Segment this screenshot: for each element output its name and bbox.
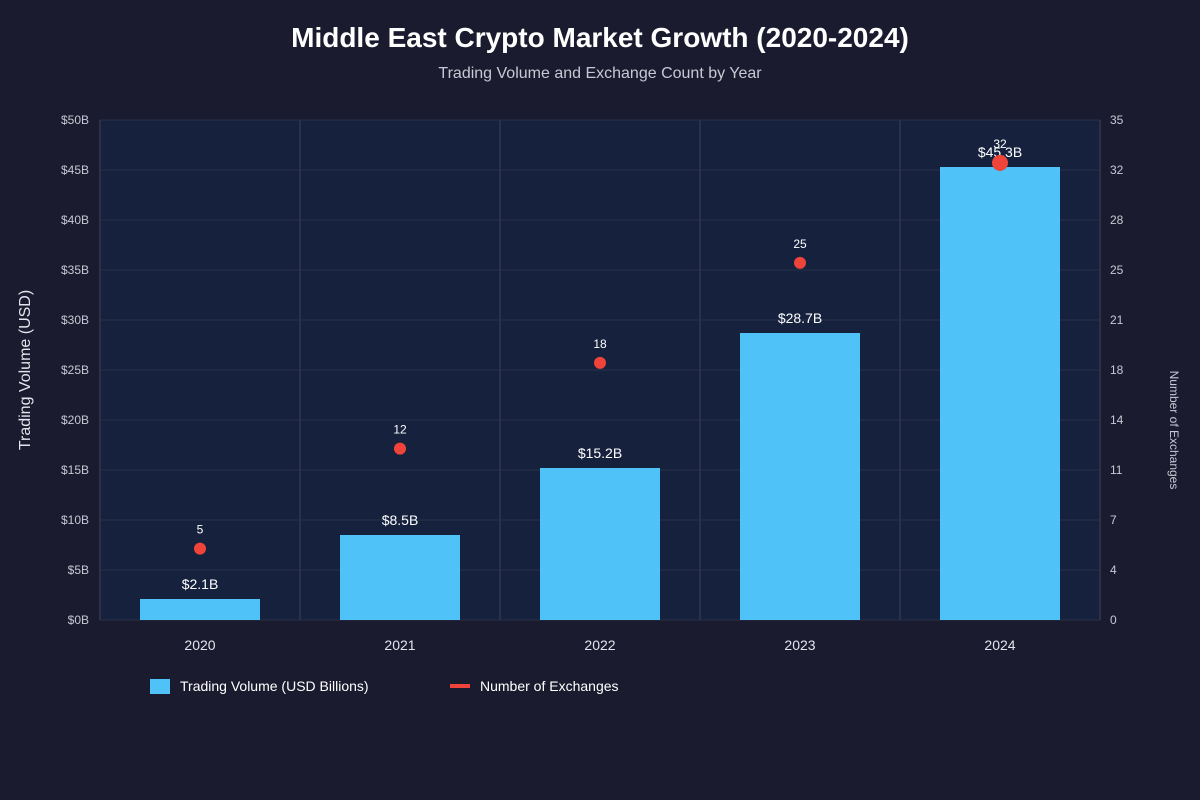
legend-item-volume: Trading Volume (USD Billions) [150,678,369,694]
y-tick-label: $5B [68,563,89,577]
y2-tick-label: 7 [1110,513,1117,527]
legend-swatch-exchanges [450,684,470,688]
x-tick-label: 2021 [384,637,415,653]
y-tick-label: $25B [61,363,89,377]
bar-label-2021: $8.5B [382,512,419,528]
y2-tick-label: 21 [1110,313,1124,327]
y2-tick-label: 11 [1110,463,1123,477]
bar-2024 [940,167,1060,620]
exchange-point-2024 [992,154,1008,171]
exchange-point-2021 [394,442,406,455]
bar-label-2024: $45.3B [978,144,1022,160]
bar-2020 [140,599,260,620]
chart-title: Middle East Crypto Market Growth (2020-2… [291,22,909,53]
y2-tick-label: 35 [1110,113,1124,127]
exchange-label-2024: 32 [993,137,1007,151]
y-tick-label: $35B [61,263,89,277]
bar-label-2020: $2.1B [182,576,219,592]
legend-label-exchanges: Number of Exchanges [480,678,619,694]
exchange-point-2023 [794,256,806,269]
y2-tick-label: 0 [1110,613,1117,627]
y2-tick-label: 25 [1110,263,1124,277]
exchange-label-2021: 12 [393,423,407,437]
y2-tick-label: 32 [1110,163,1124,177]
legend-item-exchanges: Number of Exchanges [450,678,619,694]
exchange-point-2020 [194,542,206,555]
x-tick-label: 2024 [984,637,1015,653]
exchange-label-2020: 5 [197,523,204,537]
exchange-point-2022 [594,356,606,369]
y-tick-label: $30B [61,313,89,327]
legend-swatch-volume [150,678,170,694]
y-tick-label: $45B [61,163,89,177]
y-axis-title: Trading Volume (USD) [17,290,34,450]
exchange-label-2023: 25 [793,237,807,251]
x-tick-label: 2022 [584,637,615,653]
y2-tick-label: 14 [1110,413,1124,427]
y-tick-label: $40B [61,213,89,227]
y2-tick-label: 4 [1110,563,1117,577]
bar-label-2022: $15.2B [578,445,622,461]
bar-2022 [540,468,660,620]
y-tick-label: $15B [61,463,89,477]
y2-tick-label: 28 [1110,213,1124,227]
y-tick-label: $50B [61,113,89,127]
bar-label-2023: $28.7B [778,310,822,326]
y2-axis-title: Number of Exchanges [1167,371,1181,490]
y-tick-label: $0B [68,613,89,627]
chart-subtitle: Trading Volume and Exchange Count by Yea… [438,65,762,82]
bar-2023 [740,333,860,620]
y-tick-label: $20B [61,413,89,427]
y2-tick-label: 18 [1110,363,1124,377]
x-tick-label: 2023 [784,637,815,653]
exchange-label-2022: 18 [593,337,607,351]
x-tick-label: 2020 [184,637,215,653]
bar-2021 [340,535,460,620]
legend-label-volume: Trading Volume (USD Billions) [180,678,369,694]
y-tick-label: $10B [61,513,89,527]
